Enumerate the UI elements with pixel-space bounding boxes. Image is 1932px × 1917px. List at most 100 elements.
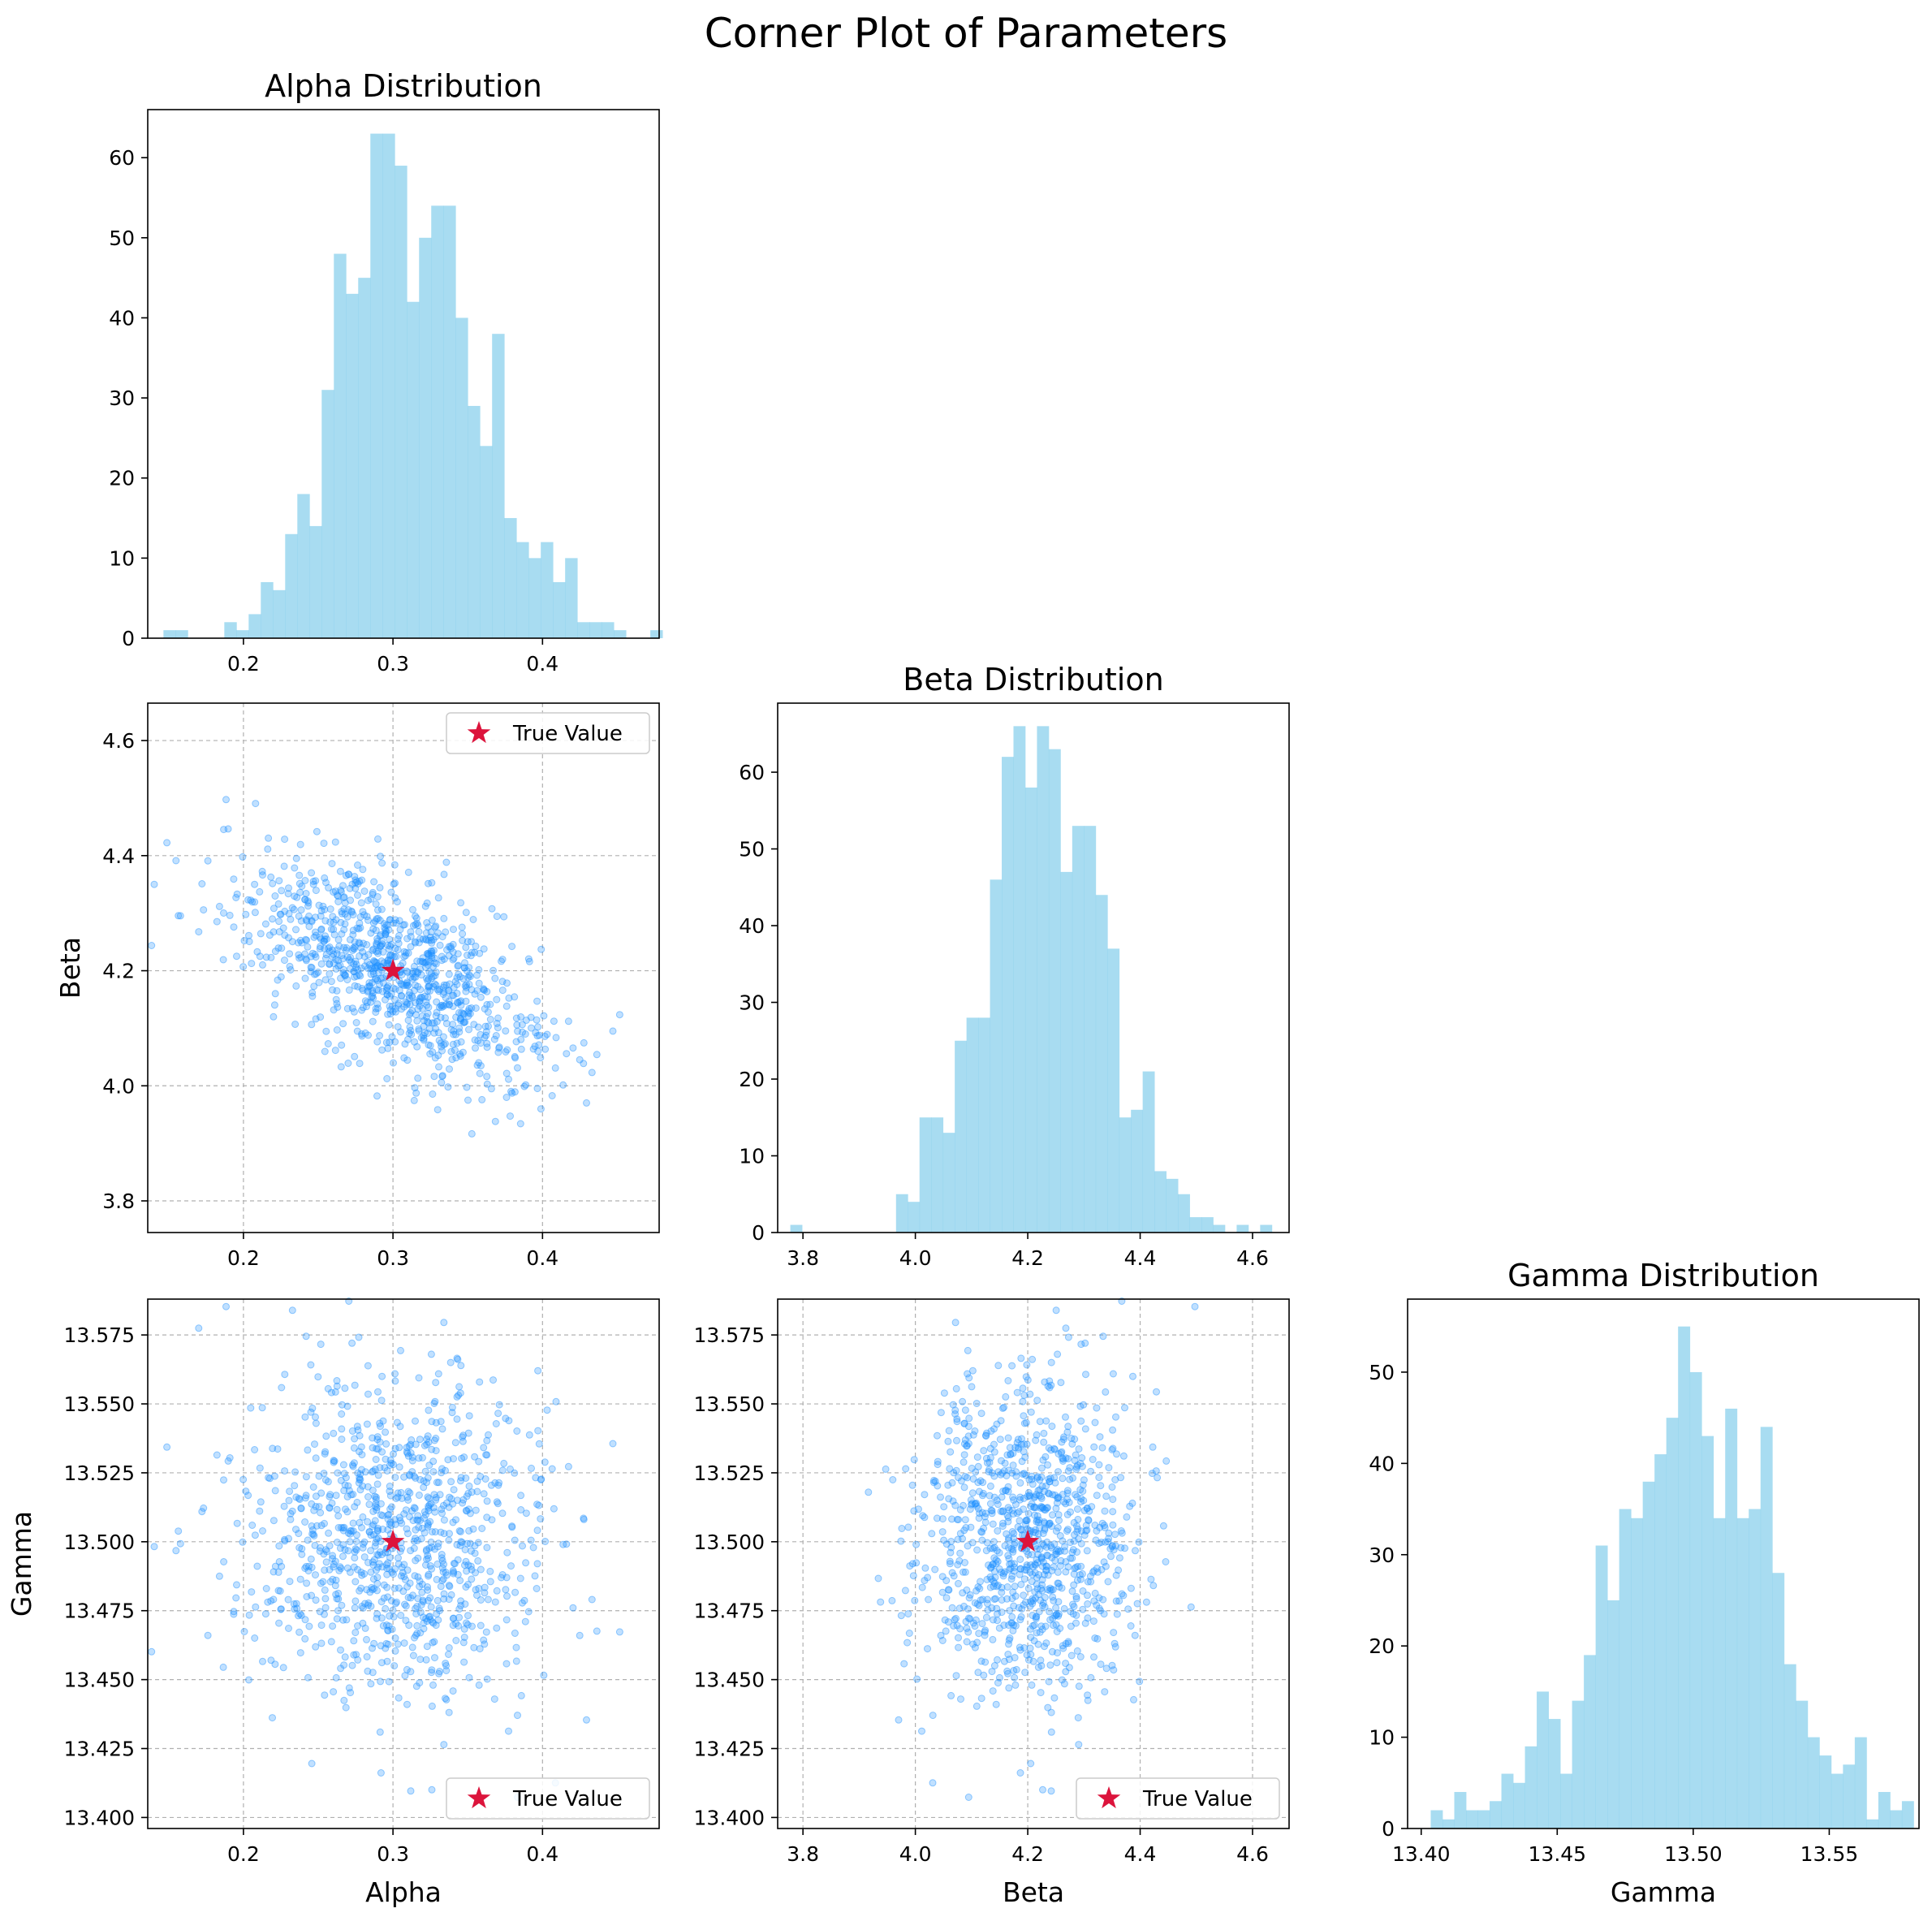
scatter-point (347, 1526, 356, 1535)
scatter-point (270, 1517, 278, 1525)
x-tick-label: 3.8 (787, 1246, 819, 1270)
scatter-point (459, 1437, 467, 1445)
scatter-point (559, 1081, 567, 1089)
scatter-point (435, 1669, 443, 1677)
scatter-point (373, 948, 380, 956)
scatter-point (438, 1425, 446, 1433)
x-axis-label: Gamma (1611, 1876, 1716, 1908)
scatter-point (1012, 1472, 1020, 1480)
scatter-point (468, 948, 476, 956)
scatter-point (576, 1631, 584, 1639)
scatter-point (333, 1382, 341, 1390)
scatter-point (994, 1362, 1003, 1370)
scatter-point (374, 1445, 382, 1453)
scatter-point (382, 922, 390, 929)
scatter-point (345, 956, 353, 964)
scatter-point (369, 969, 377, 978)
scatter-point (408, 969, 416, 978)
scatter-point (1075, 1682, 1083, 1690)
scatter-point (502, 1660, 511, 1668)
scatter-point (354, 861, 361, 869)
scatter-point (457, 899, 465, 907)
scatter-point (1022, 1520, 1029, 1528)
scatter-point (387, 888, 395, 896)
scatter-point (295, 954, 304, 962)
scatter-point (902, 1465, 910, 1473)
scatter-point (431, 954, 438, 962)
scatter-point (465, 1673, 473, 1682)
scatter-point (442, 994, 450, 1002)
scatter-point (258, 867, 266, 875)
scatter-point (354, 1426, 362, 1434)
scatter-point (252, 1603, 260, 1611)
scatter-point (414, 1573, 422, 1581)
scatter-point (978, 1536, 986, 1544)
scatter-point (430, 1638, 438, 1646)
scatter-point (419, 935, 427, 943)
scatter-point (462, 1557, 470, 1565)
scatter-point (522, 1081, 530, 1089)
scatter-point (321, 935, 329, 943)
scatter-point (321, 917, 330, 925)
scatter-point (419, 1596, 427, 1604)
scatter-point (400, 952, 408, 961)
scatter-point (416, 1656, 425, 1664)
scatter-point (373, 941, 381, 949)
scatter-point (464, 1621, 472, 1629)
scatter-point (465, 964, 473, 972)
scatter-point (445, 1595, 453, 1604)
scatter-point (232, 1594, 240, 1602)
scatter-point (332, 1492, 340, 1500)
scatter-point (379, 979, 387, 987)
scatter-point (512, 1657, 520, 1665)
scatter-point (473, 971, 481, 979)
scatter-point (388, 1002, 396, 1010)
scatter-point (1029, 1621, 1037, 1630)
scatter-point (439, 1033, 447, 1041)
scatter-point (466, 973, 474, 981)
x-tick-label: 0.3 (377, 652, 409, 676)
scatter-point (1074, 1562, 1081, 1570)
y-tick-label: 13.550 (64, 1392, 135, 1416)
scatter-point (974, 1462, 982, 1470)
scatter-point (904, 1610, 912, 1618)
scatter-point (359, 1604, 367, 1612)
scatter-point (313, 827, 321, 835)
scatter-point (358, 1030, 365, 1038)
scatter-point (477, 1473, 485, 1480)
scatter-point (356, 1486, 364, 1494)
scatter-point (335, 1566, 343, 1574)
scatter-point (340, 970, 348, 978)
scatter-point (1071, 1436, 1079, 1443)
y-tick-label: 13.475 (694, 1600, 765, 1623)
scatter-point (363, 1003, 370, 1011)
scatter-point (429, 935, 438, 943)
scatter-point (387, 1459, 395, 1467)
scatter-point (1109, 1496, 1117, 1504)
scatter-point (458, 923, 466, 931)
scatter-point (430, 1019, 438, 1027)
scatter-point (408, 1643, 416, 1651)
scatter-point (474, 1037, 482, 1045)
scatter-point (433, 998, 441, 1006)
scatter-point (368, 993, 376, 1001)
scatter-point (1084, 1691, 1092, 1699)
scatter-point (395, 917, 403, 925)
scatter-point (329, 1555, 336, 1563)
scatter-point (358, 1451, 366, 1459)
scatter-point (420, 1034, 428, 1043)
scatter-point (490, 1035, 498, 1043)
scatter-point (253, 1562, 261, 1570)
scatter-point (469, 1525, 477, 1533)
scatter-point (1037, 1689, 1045, 1697)
scatter-point (349, 911, 357, 919)
scatter-point (302, 1332, 310, 1341)
scatter-point (423, 899, 431, 907)
histogram-bar (309, 525, 322, 638)
scatter-point (449, 940, 457, 948)
scatter-point (514, 1064, 521, 1072)
scatter-point (416, 1629, 425, 1637)
scatter-point (319, 1578, 327, 1586)
scatter-point (428, 969, 435, 978)
